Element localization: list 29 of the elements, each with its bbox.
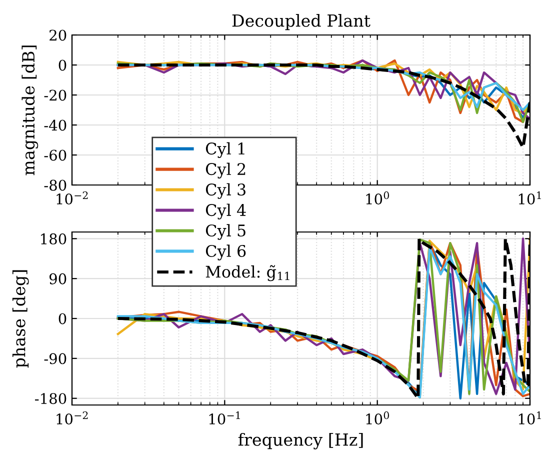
legend-label: Cyl 4 xyxy=(206,204,246,220)
legend-label: Cyl 6 xyxy=(206,244,246,260)
y-tick-label: 90 xyxy=(50,273,66,284)
y-tick-label: -80 xyxy=(44,180,66,191)
y-tick-label: -90 xyxy=(44,353,66,364)
y-axis-title: magnitude [dB] xyxy=(22,46,38,176)
x-tick-label: 10$^{−2}$ xyxy=(56,411,88,425)
x-axis-title: frequency [Hz] xyxy=(238,433,363,450)
chart-title: Decoupled Plant xyxy=(232,14,370,30)
y-tick-label: -40 xyxy=(44,120,66,131)
x-tick-label: 10$^{0}$ xyxy=(366,191,390,205)
y-axis-title: phase [deg] xyxy=(12,270,29,368)
legend-label: Model: g̃$_{11}$ xyxy=(206,265,290,282)
y-tick-label: 180 xyxy=(41,233,66,244)
x-tick-label: 10$^{0}$ xyxy=(366,411,390,425)
x-tick-label: 10$^{−1}$ xyxy=(209,411,240,425)
legend-label: Cyl 5 xyxy=(206,224,246,240)
y-tick-label: -60 xyxy=(44,150,66,161)
x-tick-label: 10$^{1}$ xyxy=(518,191,541,205)
x-tick-label: 10$^{−2}$ xyxy=(56,191,88,205)
legend-label: Cyl 2 xyxy=(206,162,246,178)
legend-label: Cyl 3 xyxy=(206,183,246,199)
y-tick-label: 20 xyxy=(50,30,66,41)
y-tick-label: 0 xyxy=(58,313,66,324)
y-tick-label: 0 xyxy=(58,60,66,71)
y-tick-label: -180 xyxy=(35,393,66,404)
x-tick-label: 10$^{1}$ xyxy=(518,411,541,425)
y-tick-label: -20 xyxy=(44,90,66,101)
legend-label: Cyl 1 xyxy=(206,142,244,158)
